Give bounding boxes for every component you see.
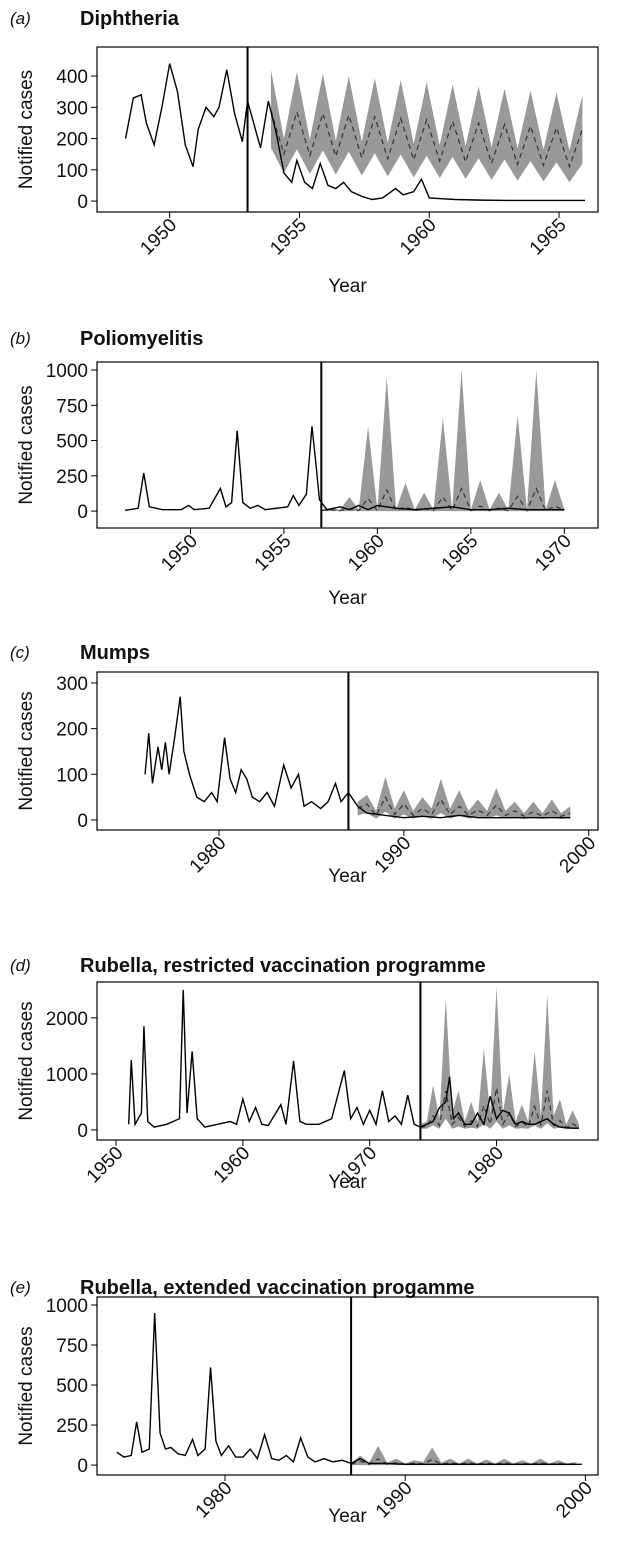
x-tick-label: 2000 bbox=[556, 833, 601, 878]
y-tick-label: 500 bbox=[56, 1376, 88, 1397]
observed-line bbox=[124, 426, 565, 512]
panel-title: Mumps bbox=[80, 642, 150, 664]
x-axis-label: Year bbox=[328, 276, 367, 297]
y-tick-label: 300 bbox=[56, 674, 88, 695]
x-tick-label: 1980 bbox=[186, 833, 231, 878]
plot-frame bbox=[96, 361, 599, 529]
prediction-band bbox=[420, 987, 579, 1130]
prediction-band bbox=[357, 776, 571, 820]
x-tick-label: 2000 bbox=[552, 1478, 597, 1523]
x-axis-label: Year bbox=[328, 1172, 367, 1193]
panel-title: Diphtheria bbox=[80, 8, 180, 30]
y-tick-label: 250 bbox=[56, 467, 88, 488]
plot-frame bbox=[96, 981, 599, 1141]
x-tick-label: 1950 bbox=[157, 531, 202, 576]
x-tick-label: 1950 bbox=[136, 215, 181, 260]
x-tick-label: 1990 bbox=[372, 1478, 417, 1523]
observed-line bbox=[144, 696, 571, 819]
x-axis-label: Year bbox=[328, 588, 367, 609]
x-tick-label: 1960 bbox=[396, 215, 441, 260]
observed-line bbox=[116, 1312, 582, 1465]
y-axis-label: Notified cases bbox=[16, 1326, 37, 1445]
x-tick-label: 1950 bbox=[83, 1143, 128, 1188]
panel-label: (c) bbox=[10, 643, 30, 662]
y-tick-label: 500 bbox=[56, 432, 88, 453]
observed-line bbox=[128, 989, 579, 1129]
y-tick-label: 0 bbox=[77, 1121, 88, 1142]
x-tick-label: 1965 bbox=[438, 531, 483, 576]
panel-title: Rubella, extended vaccination progamme bbox=[80, 1277, 475, 1299]
panel-title: Poliomyelitis bbox=[80, 328, 203, 350]
x-tick-label: 1990 bbox=[371, 833, 416, 878]
plot-frame bbox=[96, 1296, 599, 1476]
y-tick-label: 0 bbox=[77, 502, 88, 523]
y-tick-label: 2000 bbox=[46, 1009, 88, 1030]
y-tick-label: 750 bbox=[56, 396, 88, 417]
y-tick-label: 0 bbox=[77, 1456, 88, 1477]
panel-label: (d) bbox=[10, 956, 31, 975]
plot-frame bbox=[96, 46, 599, 213]
x-tick-label: 1955 bbox=[251, 531, 296, 576]
y-tick-label: 0 bbox=[77, 192, 88, 213]
plot-frame bbox=[96, 671, 599, 831]
y-tick-label: 200 bbox=[56, 130, 88, 151]
panel-label: (a) bbox=[10, 9, 31, 28]
prediction-band bbox=[270, 69, 583, 183]
y-tick-label: 400 bbox=[56, 67, 88, 88]
y-axis-label: Notified cases bbox=[16, 1001, 37, 1120]
y-tick-label: 0 bbox=[77, 811, 88, 832]
x-tick-label: 1970 bbox=[531, 531, 576, 576]
x-tick-label: 1955 bbox=[266, 215, 311, 260]
y-tick-label: 250 bbox=[56, 1416, 88, 1437]
x-axis-label: Year bbox=[328, 866, 367, 887]
x-tick-label: 1960 bbox=[210, 1143, 255, 1188]
y-tick-label: 100 bbox=[56, 765, 88, 786]
y-tick-label: 300 bbox=[56, 98, 88, 119]
predicted-mean-line bbox=[350, 1457, 577, 1465]
y-axis-label: Notified cases bbox=[16, 70, 37, 189]
y-axis-label: Notified cases bbox=[16, 691, 37, 810]
panel-label: (e) bbox=[10, 1278, 31, 1297]
x-tick-label: 1960 bbox=[344, 531, 389, 576]
x-tick-label: 1980 bbox=[192, 1478, 237, 1523]
x-axis-label: Year bbox=[328, 1506, 367, 1527]
y-axis-label: Notified cases bbox=[16, 385, 37, 504]
x-tick-label: 1980 bbox=[463, 1143, 508, 1188]
y-tick-label: 1000 bbox=[46, 361, 88, 382]
y-tick-label: 1000 bbox=[46, 1065, 88, 1086]
predicted-mean-line bbox=[270, 109, 583, 169]
y-tick-label: 100 bbox=[56, 161, 88, 182]
x-tick-label: 1965 bbox=[526, 215, 571, 260]
y-tick-label: 750 bbox=[56, 1336, 88, 1357]
panel-title: Rubella, restricted vaccination programm… bbox=[80, 955, 486, 977]
prediction-band bbox=[321, 370, 565, 512]
y-tick-label: 200 bbox=[56, 720, 88, 741]
y-tick-label: 1000 bbox=[46, 1296, 88, 1317]
panel-label: (b) bbox=[10, 329, 31, 348]
observed-line bbox=[124, 63, 586, 202]
